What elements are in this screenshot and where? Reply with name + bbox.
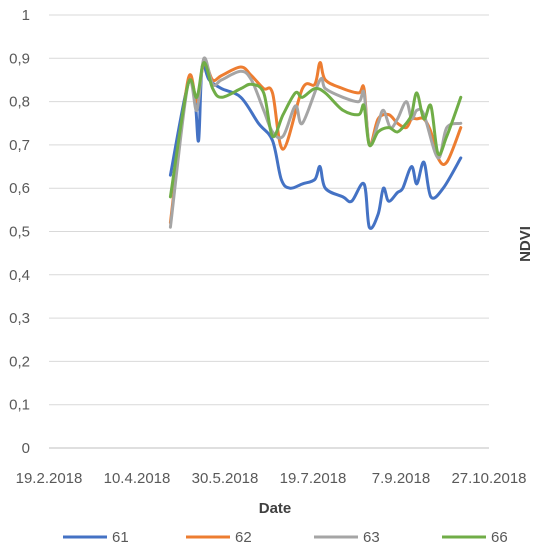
y-tick-label: 0,9 [9, 50, 30, 67]
legend-item: 63 [314, 529, 380, 546]
x-tick-label: 7.9.2018 [372, 470, 430, 487]
y-tick-label: 0,7 [9, 137, 30, 154]
y-tick-label: 0,1 [9, 397, 30, 414]
x-axis-title: Date [259, 500, 292, 517]
x-axis-tick-labels: 19.2.2018 10.4.2018 30.5.2018 19.7.2018 7.9.… [16, 470, 527, 487]
x-tick-label: 19.2.2018 [16, 470, 83, 487]
y-tick-label: 0,6 [9, 180, 30, 197]
y-tick-label: 1 [22, 7, 30, 24]
y-tick-label: 0 [22, 440, 30, 457]
y-tick-label: 0,4 [9, 267, 30, 284]
legend-label: 63 [363, 529, 380, 546]
series-line-63 [168, 56, 463, 229]
legend-item: 66 [442, 529, 508, 546]
legend-label: 62 [235, 529, 252, 546]
y-axis-title: NDVI [517, 226, 534, 262]
legend-label: 66 [491, 529, 508, 546]
y-tick-label: 0,2 [9, 353, 30, 370]
legend-label: 61 [112, 529, 129, 546]
legend-item: 61 [63, 529, 129, 546]
series-line-66 [168, 61, 463, 199]
y-axis-tick-labels: 0 0,1 0,2 0,3 0,4 0,5 0,6 0,7 0,8 0,9 1 [9, 7, 30, 457]
y-tick-label: 0,8 [9, 94, 30, 111]
legend: 61 62 63 66 [63, 529, 508, 546]
gridlines [49, 14, 489, 449]
legend-item: 62 [186, 529, 252, 546]
x-tick-label: 10.4.2018 [104, 470, 171, 487]
x-tick-label: 27.10.2018 [451, 470, 526, 487]
series-line-62 [168, 60, 463, 225]
series-lines [168, 56, 463, 230]
x-tick-label: 19.7.2018 [280, 470, 347, 487]
y-tick-label: 0,3 [9, 310, 30, 327]
x-tick-label: 30.5.2018 [192, 470, 259, 487]
y-tick-label: 0,5 [9, 224, 30, 241]
